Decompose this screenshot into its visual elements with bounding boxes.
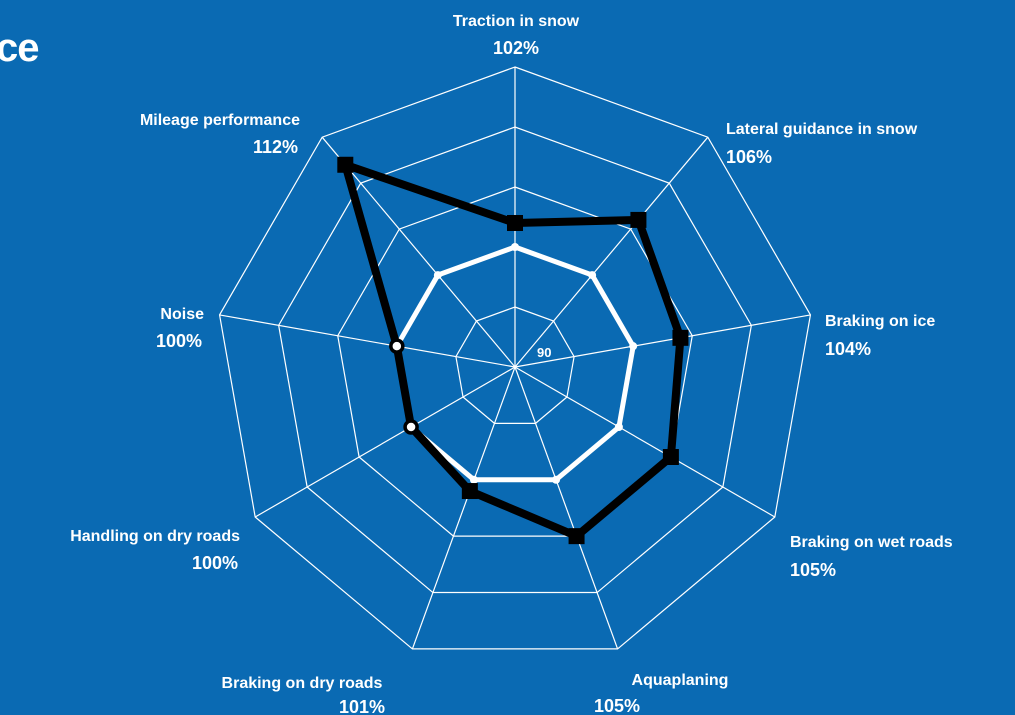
series-0-point bbox=[469, 475, 478, 484]
series-0-point bbox=[629, 342, 638, 351]
axis-name-label: Braking on wet roads bbox=[790, 534, 953, 551]
axis-name-label: Braking on ice bbox=[825, 313, 935, 330]
series-1-point bbox=[630, 211, 647, 228]
axis-labels: 90 Traction in snow 102% Lateral guidance i… bbox=[70, 13, 953, 715]
series-1-point bbox=[662, 449, 679, 465]
series-1-point bbox=[337, 156, 354, 173]
series-layer bbox=[337, 156, 689, 545]
axis-name-label: Handling on dry roads bbox=[70, 528, 240, 545]
series-1-point bbox=[672, 329, 689, 346]
series-0-point bbox=[552, 475, 561, 484]
series-0-point bbox=[614, 423, 623, 431]
grid-ring-95 bbox=[455, 306, 575, 424]
grid-spoke bbox=[219, 314, 516, 368]
grid-spoke bbox=[321, 136, 516, 368]
grid-spoke bbox=[514, 136, 709, 368]
axis-name-label: Lateral guidance in snow bbox=[726, 121, 918, 138]
axis-value-label: 105% bbox=[594, 696, 640, 715]
grid-spoke bbox=[514, 366, 619, 650]
axis-name-label: Braking on dry roads bbox=[222, 675, 383, 692]
series-1-point bbox=[461, 483, 478, 500]
series-1-open-point bbox=[403, 419, 419, 435]
axis-name-label: Noise bbox=[160, 306, 204, 323]
series-line-1 bbox=[339, 158, 685, 541]
grid-spoke bbox=[514, 314, 811, 368]
series-0-point bbox=[511, 243, 519, 251]
axis-value-label: 104% bbox=[825, 339, 871, 359]
axis-value-label: 100% bbox=[192, 553, 238, 573]
axis-name-label: Traction in snow bbox=[453, 13, 580, 30]
grid-ring-110 bbox=[278, 126, 752, 594]
axis-value-label: 102% bbox=[493, 38, 539, 58]
axis-name-label: Aquaplaning bbox=[632, 672, 729, 689]
series-0-point bbox=[588, 271, 597, 280]
grid-spoke bbox=[411, 366, 516, 650]
axis-value-label: 106% bbox=[726, 147, 772, 167]
axis-value-label: 101% bbox=[339, 697, 385, 715]
series-line-0 bbox=[394, 244, 636, 483]
grid-spoke bbox=[254, 366, 516, 518]
chart-title: ce bbox=[0, 26, 39, 70]
grid-ring-115 bbox=[218, 66, 812, 650]
series-1-point bbox=[507, 215, 523, 231]
axis-name-label: Mileage performance bbox=[140, 112, 300, 129]
radar-grid bbox=[218, 66, 812, 650]
grid-spoke bbox=[514, 366, 776, 518]
series-0-point bbox=[433, 271, 442, 280]
series-1-point bbox=[568, 528, 585, 545]
axis-value-label: 112% bbox=[253, 137, 298, 157]
axis-value-label: 100% bbox=[156, 331, 202, 351]
axis-value-label: 105% bbox=[790, 560, 836, 580]
series-1-open-point bbox=[389, 338, 405, 354]
center-tick-label: 90 bbox=[537, 345, 551, 360]
